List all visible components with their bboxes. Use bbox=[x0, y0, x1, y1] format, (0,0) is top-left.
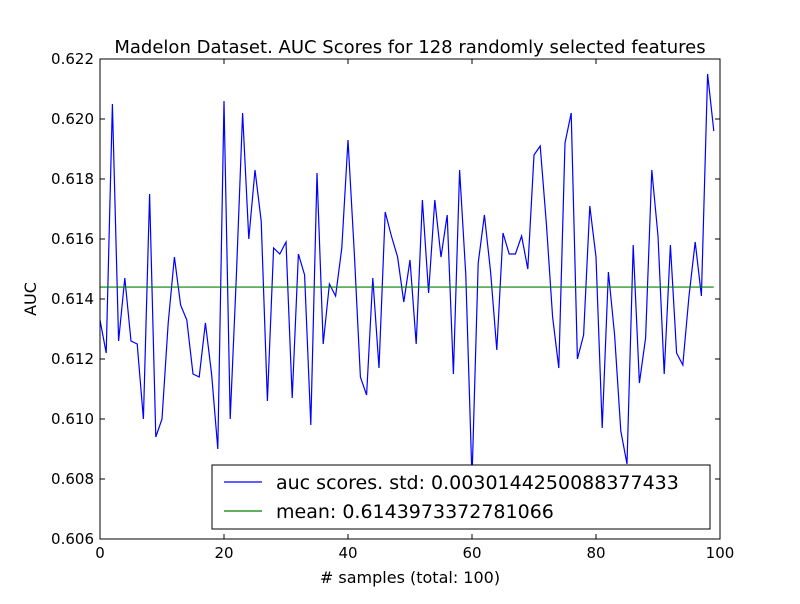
x-tick-label: 0 bbox=[95, 544, 105, 562]
x-tick-label: 80 bbox=[586, 544, 605, 562]
x-tick-label: 40 bbox=[338, 544, 357, 562]
y-tick-label: 0.606 bbox=[51, 530, 94, 548]
legend-label-auc-scores: auc scores. std: 0.00301442500883774​33 bbox=[276, 472, 679, 494]
y-tick-label: 0.618 bbox=[51, 170, 94, 188]
y-tick-label: 0.610 bbox=[51, 410, 94, 428]
chart-title: Madelon Dataset. AUC Scores for 128 rand… bbox=[114, 37, 705, 58]
legend-box bbox=[211, 464, 711, 530]
y-tick-label: 0.616 bbox=[51, 230, 94, 248]
legend-label-mean: mean: 0.6143973372781066 bbox=[276, 501, 554, 523]
y-tick-label: 0.612 bbox=[51, 350, 94, 368]
y-tick-label: 0.620 bbox=[51, 110, 94, 128]
plot-frame bbox=[99, 58, 721, 540]
plot-area bbox=[99, 73, 715, 480]
y-tick-label: 0.608 bbox=[51, 470, 94, 488]
x-tick-label: 100 bbox=[706, 544, 735, 562]
x-axis-label: # samples (total: 100) bbox=[320, 568, 500, 587]
y-tick-label: 0.614 bbox=[51, 290, 94, 308]
legend: auc scores. std: 0.00301442500883774​33 … bbox=[211, 464, 711, 530]
x-tick-label: 20 bbox=[214, 544, 233, 562]
axis-ticks: 0 20 40 60 80 100 0.606 0.608 0.610 0.612 0.614 0.6… bbox=[51, 50, 734, 562]
x-tick-label: 60 bbox=[462, 544, 481, 562]
y-tick-label: 0.622 bbox=[51, 50, 94, 68]
y-axis-label: AUC bbox=[21, 282, 40, 316]
series-line-auc-scores bbox=[99, 73, 715, 480]
